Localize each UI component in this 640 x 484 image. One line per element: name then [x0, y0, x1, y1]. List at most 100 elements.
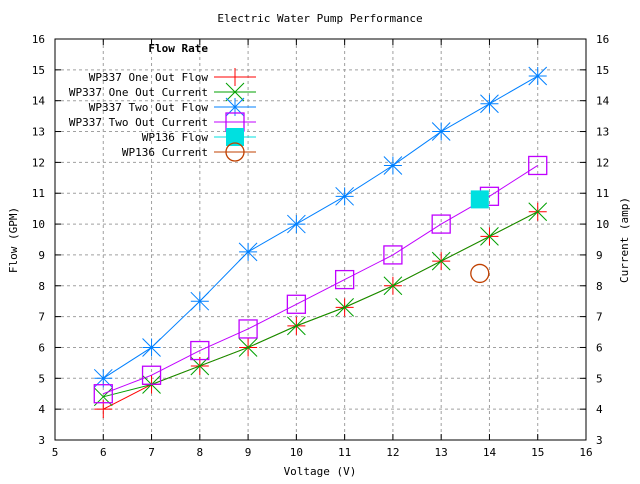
cross-marker	[431, 251, 451, 271]
y-tick-label: 15	[32, 64, 45, 77]
y-tick-label: 16	[32, 33, 45, 46]
cross-marker	[238, 338, 258, 357]
y-axis-label: Flow (GPM)	[7, 207, 20, 273]
legend-label: WP136 Current	[122, 146, 208, 159]
series-line	[103, 75, 538, 379]
plus-marker	[226, 68, 244, 86]
square-marker	[238, 319, 258, 339]
series-wp337-one-out-flow	[94, 202, 547, 419]
star-marker	[335, 186, 354, 206]
square-marker	[383, 245, 403, 265]
y-tick-label: 6	[38, 341, 45, 354]
legend-title: Flow Rate	[148, 42, 208, 55]
star-marker	[287, 214, 306, 234]
star-marker	[93, 368, 113, 388]
series-wp136-flow	[470, 190, 489, 209]
y-tick-label: 10	[32, 218, 45, 231]
y2-tick-label: 11	[596, 187, 609, 200]
legend-label: WP337 One Out Current	[69, 86, 208, 99]
x-tick-label: 5	[52, 446, 59, 459]
y-tick-label: 11	[32, 187, 45, 200]
x-tick-label: 16	[579, 446, 592, 459]
star-marker	[225, 97, 245, 117]
cross-marker	[225, 82, 245, 102]
y2-tick-label: 4	[596, 403, 603, 416]
series-line	[103, 165, 538, 395]
x-tick-label: 8	[197, 446, 204, 459]
series-group	[93, 66, 548, 419]
y2-tick-label: 16	[596, 33, 609, 46]
square-marker	[431, 214, 451, 234]
star-marker	[431, 122, 451, 141]
y2-tick-label: 14	[596, 95, 610, 108]
y-tick-label: 5	[38, 372, 45, 385]
x-tick-label: 14	[483, 446, 497, 459]
filled-square-marker	[470, 190, 489, 209]
y-tick-label: 4	[38, 403, 45, 416]
square-marker	[334, 269, 355, 290]
circle-marker	[225, 142, 245, 162]
y-tick-label: 14	[32, 95, 46, 108]
square-marker	[141, 365, 162, 385]
y2-tick-label: 6	[596, 341, 603, 354]
chart-title: Electric Water Pump Performance	[217, 12, 422, 25]
x-tick-label: 6	[100, 446, 107, 459]
x-tick-label: 11	[338, 446, 351, 459]
y2-tick-label: 5	[596, 372, 603, 385]
y2-tick-label: 9	[596, 249, 603, 262]
square-marker	[93, 384, 113, 404]
cross-marker	[287, 316, 306, 336]
square-marker	[286, 294, 307, 314]
y-tick-label: 12	[32, 156, 45, 169]
legend-label: WP337 One Out Flow	[89, 71, 209, 84]
star-marker	[238, 242, 258, 262]
y2-tick-label: 3	[596, 434, 603, 447]
y2-tick-label: 12	[596, 156, 609, 169]
square-marker	[528, 155, 548, 176]
y2-tick-label: 10	[596, 218, 609, 231]
grid	[55, 39, 586, 440]
cross-marker	[528, 202, 548, 222]
series-wp136-current	[470, 263, 490, 284]
star-marker	[383, 156, 403, 175]
series-line	[103, 211, 538, 410]
star-marker	[142, 338, 161, 357]
series-wp337-two-out-flow	[93, 66, 548, 388]
y-tick-label: 7	[38, 311, 45, 324]
series-wp337-one-out-current	[93, 202, 548, 407]
y-tick-label: 3	[38, 434, 45, 447]
legend-label: WP337 Two Out Flow	[89, 101, 209, 114]
x-tick-label: 7	[148, 446, 155, 459]
x-tick-label: 10	[290, 446, 303, 459]
x-tick-label: 12	[386, 446, 399, 459]
x-tick-label: 15	[531, 446, 544, 459]
filled-square-marker	[226, 128, 244, 146]
y2-axis-label: Current (amp)	[618, 197, 631, 283]
y2-tick-label: 13	[596, 126, 609, 139]
series-line	[103, 211, 538, 398]
y-tick-label: 13	[32, 126, 45, 139]
x-tick-label: 13	[435, 446, 448, 459]
y-tick-label: 9	[38, 249, 45, 262]
x-tick-label: 9	[245, 446, 252, 459]
series-wp337-two-out-current	[93, 155, 548, 404]
legend-label: WP136 Flow	[142, 131, 209, 144]
y2-tick-label: 7	[596, 311, 603, 324]
y-tick-label: 8	[38, 280, 45, 293]
x-axis-label: Voltage (V)	[284, 465, 357, 478]
cross-marker	[480, 227, 499, 246]
axes: 5 6 7 8 9 10 11 12 13 14 15 16 3 3 4 4 5 5 6 6 7 7 8 8 9 9 10 10 11 1…	[32, 33, 610, 459]
legend: Flow Rate WP337 One Out Flow WP337 One Ou…	[69, 42, 256, 162]
cross-marker	[383, 276, 403, 296]
square-marker	[190, 340, 210, 361]
plot-border	[54, 38, 587, 441]
y2-tick-label: 8	[596, 280, 603, 293]
star-marker	[528, 66, 548, 86]
legend-label: WP337 Two Out Current	[69, 116, 208, 129]
star-marker	[190, 291, 210, 311]
circle-marker	[470, 263, 490, 284]
star-marker	[480, 94, 499, 114]
y2-tick-label: 15	[596, 64, 609, 77]
cross-marker	[335, 298, 354, 317]
